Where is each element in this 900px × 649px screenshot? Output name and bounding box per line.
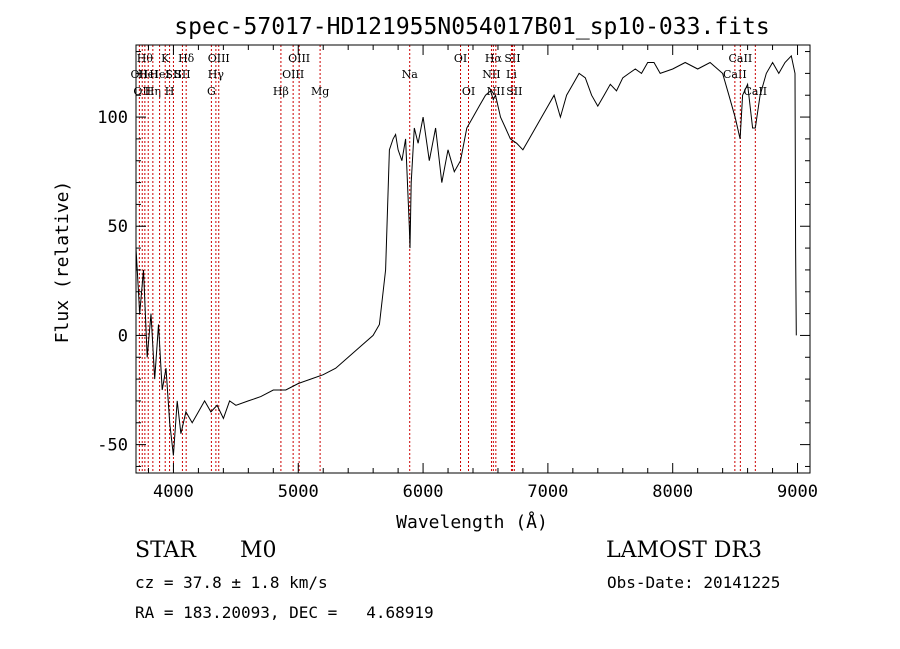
survey-name: LAMOST DR3	[606, 538, 762, 563]
line-marker-label-10: SII	[174, 68, 190, 81]
y-tick-label-3: 100	[97, 108, 128, 128]
y-tick-label-1: 0	[118, 326, 128, 346]
line-marker-label-13: OIII	[208, 52, 230, 65]
line-marker-label-19: OI	[454, 52, 467, 65]
line-marker-label-15: OIII	[282, 68, 304, 81]
ra-dec-coordinates: RA = 183.20093, DEC = 4.68919	[135, 603, 434, 622]
line-marker-label-29: CaII	[743, 85, 767, 98]
line-marker-label-25: SII	[504, 52, 520, 65]
line-marker-label-18: Na	[402, 68, 419, 81]
line-marker-label-9: Hδ	[178, 52, 195, 65]
line-marker-label-2: Hθ	[137, 52, 154, 65]
line-marker-label-6: K	[161, 52, 170, 65]
x-tick-label-2: 6000	[403, 482, 444, 502]
observation-date: Obs-Date: 20141225	[607, 573, 781, 592]
x-tick-label-4: 8000	[652, 482, 693, 502]
chart-title: spec-57017-HD121955N054017B01_sp10-033.f…	[174, 14, 769, 40]
line-marker-label-28: CaII	[729, 52, 753, 65]
object-class: STAR	[135, 538, 196, 563]
line-marker-label-8: SII	[165, 68, 181, 81]
line-marker-label-16: OIII	[288, 52, 310, 65]
line-marker-label-12: Hγ	[208, 68, 225, 81]
line-marker-label-21: NII	[482, 68, 500, 81]
line-marker-label-20: OI	[462, 85, 475, 98]
x-tick-label-0: 4000	[153, 482, 194, 502]
line-marker-label-5: HeI	[149, 68, 169, 81]
spectrum-line-0	[136, 54, 797, 456]
y-axis-label: Flux (relative)	[52, 181, 73, 344]
x-tick-label-1: 5000	[278, 482, 319, 502]
x-tick-label-5: 9000	[777, 482, 818, 502]
axis-ticks: 4000 5000 6000 7000 8000 9000 -50 0 50 100	[97, 45, 818, 502]
object-subclass: M0	[240, 538, 277, 563]
line-marker-label-7: H	[165, 85, 175, 98]
line-marker-label-24: Li	[506, 68, 517, 81]
line-marker-label-11: G	[207, 85, 216, 98]
line-marker-label-14: Hβ	[273, 85, 289, 98]
plot-frame	[135, 44, 811, 474]
spectrum-series	[136, 54, 797, 456]
y-tick-label-0: -50	[97, 436, 128, 456]
y-tick-label-2: 50	[108, 217, 128, 237]
x-tick-label-3: 7000	[527, 482, 568, 502]
line-markers: OIIOIIHθHeIHηHeIKHSIIHδSIIGHγOIIIHβOIIIO…	[131, 45, 767, 473]
x-axis-label: Wavelength (Å)	[396, 511, 548, 533]
line-marker-label-17: Mg	[311, 85, 329, 98]
line-marker-label-0: OII	[131, 68, 149, 81]
line-marker-label-27: CaII	[723, 68, 747, 81]
line-marker-label-22: Hα	[485, 52, 503, 65]
line-marker-label-4: Hη	[145, 85, 161, 98]
line-marker-label-26: SII	[506, 85, 522, 98]
redshift-cz: cz = 37.8 ± 1.8 km/s	[135, 573, 328, 592]
